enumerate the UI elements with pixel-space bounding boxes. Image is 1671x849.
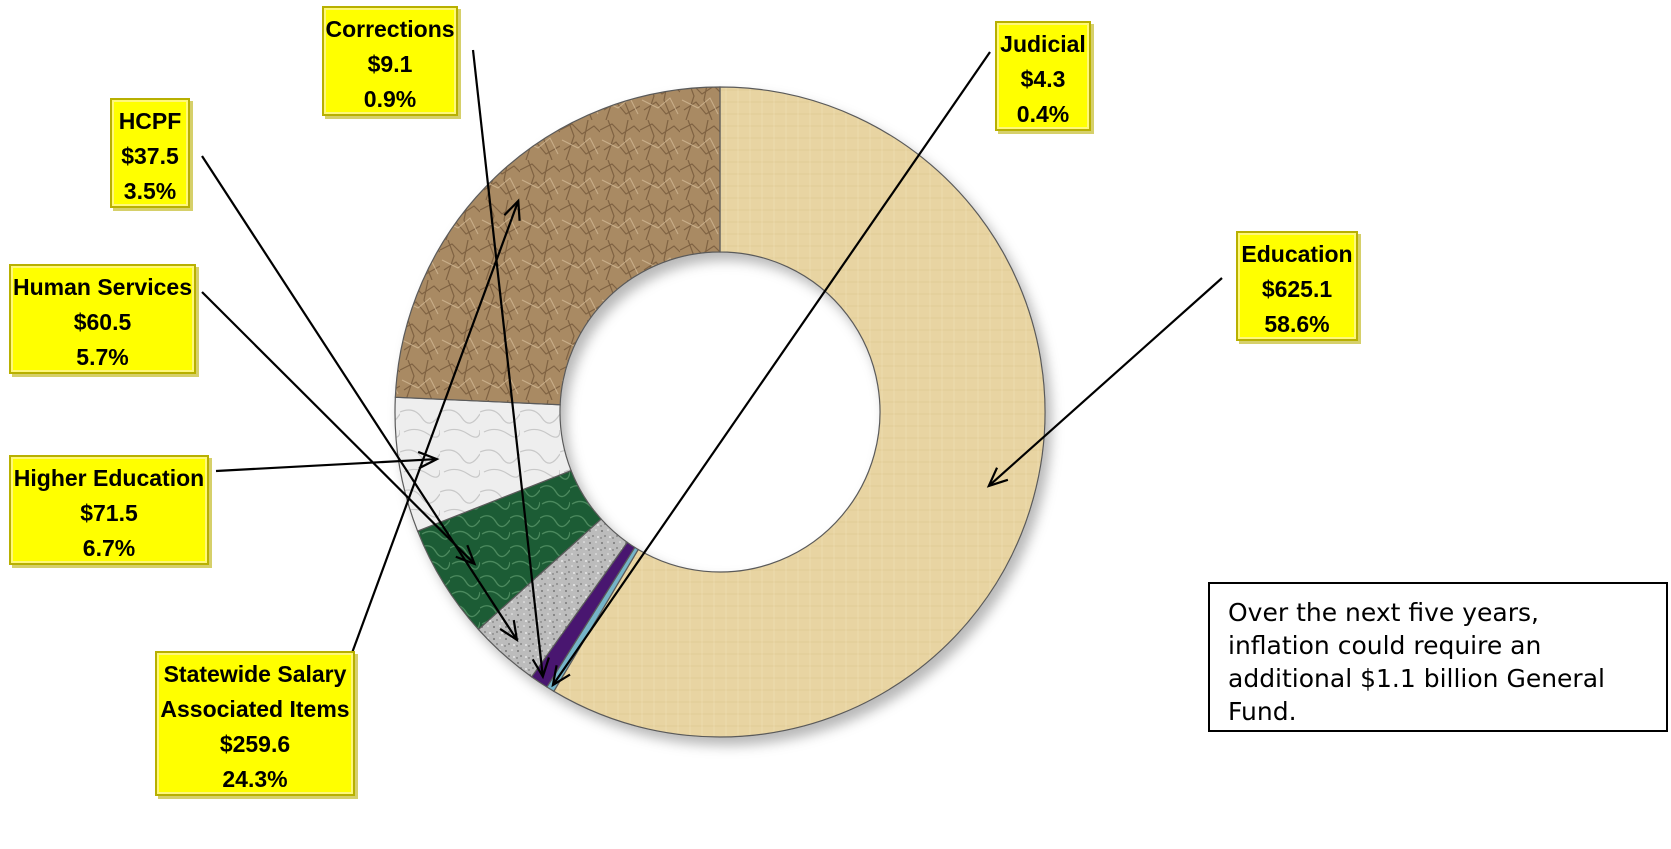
- slice-statewide-salary: [394, 86, 721, 406]
- label-higher-education-value: $71.5: [80, 500, 138, 526]
- label-judicial-value: $4.3: [1020, 66, 1066, 92]
- label-hcpf-value: $37.5: [121, 143, 179, 169]
- label-education-name: Education: [1241, 241, 1353, 267]
- slice-education: [553, 86, 1046, 738]
- label-hcpf-percent: 3.5%: [123, 178, 177, 204]
- label-higher-education-percent: 6.7%: [82, 535, 136, 561]
- label-human-services: Human Services $60.5 5.7%: [9, 264, 196, 374]
- label-judicial-percent: 0.4%: [1016, 101, 1070, 127]
- label-hcpf: HCPF $37.5 3.5%: [110, 98, 190, 208]
- leader-corrections: [471, 49, 550, 680]
- label-statewide-salary-name-line2: Associated Items: [160, 696, 350, 722]
- leader-judicial: [551, 51, 991, 688]
- label-human-services-name: Human Services: [13, 274, 192, 300]
- label-human-services-value: $60.5: [73, 309, 132, 335]
- label-education: Education $625.1 58.6%: [1236, 231, 1358, 341]
- label-higher-education: Higher Education $71.5 6.7%: [9, 455, 209, 565]
- inflation-note: Over the next five years, inflation coul…: [1208, 582, 1668, 732]
- label-education-value: $625.1: [1261, 276, 1333, 302]
- label-education-percent: 58.6%: [1264, 311, 1330, 337]
- label-statewide-salary-value: $259.6: [219, 731, 291, 757]
- leader-education: [986, 277, 1223, 488]
- label-human-services-percent: 5.7%: [76, 344, 129, 370]
- label-corrections: Corrections $9.1 0.9%: [322, 6, 458, 116]
- leader-human-services: [201, 291, 477, 566]
- label-corrections-name: Corrections: [325, 16, 455, 42]
- leader-statewide-salary: [350, 198, 521, 654]
- label-statewide-salary: Statewide Salary Associated Items $259.6…: [155, 651, 355, 796]
- inflation-note-text: Over the next five years, inflation coul…: [1228, 598, 1605, 726]
- label-higher-education-name: Higher Education: [13, 465, 205, 491]
- label-judicial-name: Judicial: [1000, 31, 1086, 57]
- label-corrections-value: $9.1: [367, 51, 413, 77]
- label-judicial: Judicial $4.3 0.4%: [995, 21, 1091, 131]
- label-statewide-salary-name-line1: Statewide Salary: [163, 661, 347, 687]
- label-corrections-percent: 0.9%: [363, 86, 417, 112]
- label-hcpf-name: HCPF: [118, 108, 182, 134]
- label-statewide-salary-percent: 24.3%: [222, 766, 288, 792]
